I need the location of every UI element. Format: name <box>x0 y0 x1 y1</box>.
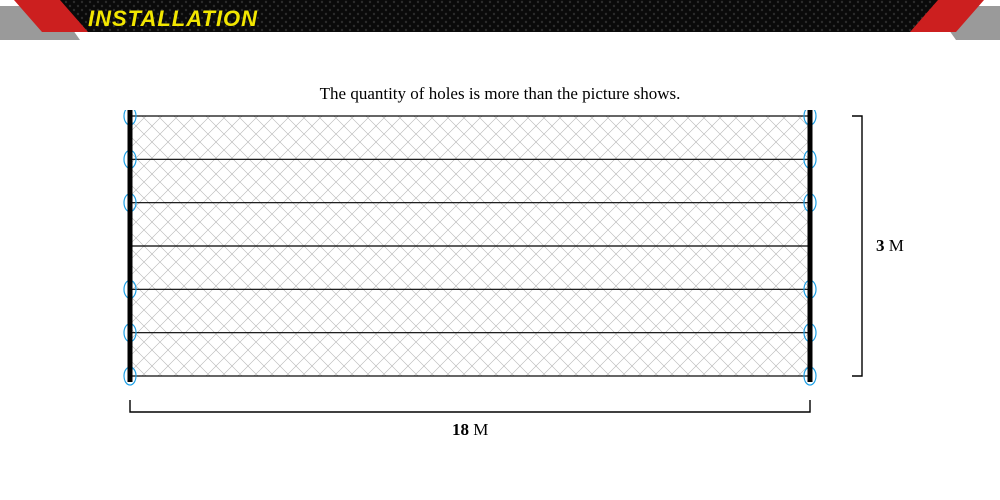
net-diagram <box>0 110 1000 480</box>
width-unit: M <box>469 420 488 439</box>
width-dimension-label: 18 M <box>452 420 488 440</box>
width-value: 18 <box>452 420 469 439</box>
height-dimension-label: 3 M <box>876 236 904 256</box>
header-banner: INSTALLATION <box>0 0 1000 40</box>
height-value: 3 <box>876 236 885 255</box>
diagram: 18 M 3 M <box>0 110 1000 480</box>
height-unit: M <box>885 236 904 255</box>
diagram-caption: The quantity of holes is more than the p… <box>0 84 1000 104</box>
banner-title: INSTALLATION <box>88 6 258 32</box>
